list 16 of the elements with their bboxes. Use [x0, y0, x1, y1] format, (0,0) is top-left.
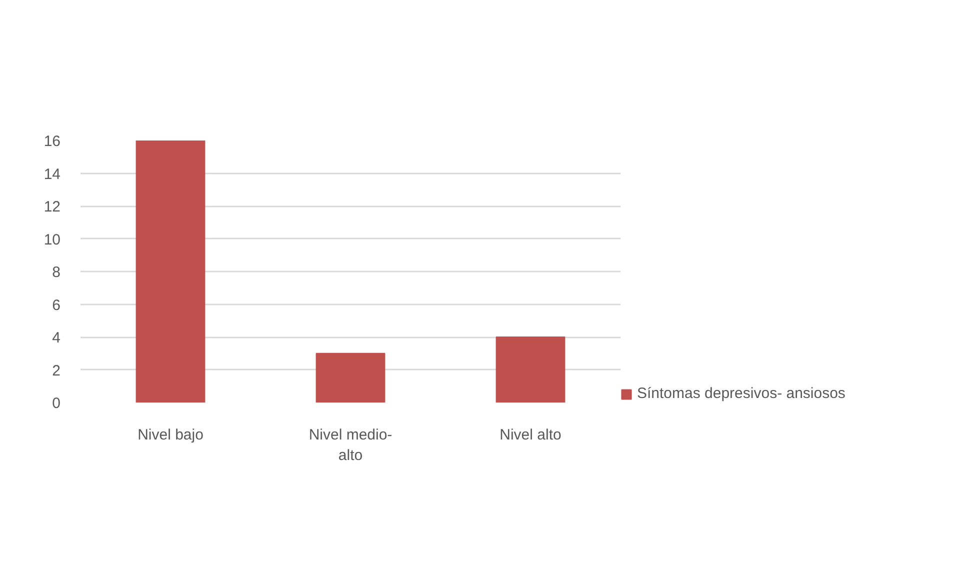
bar	[136, 140, 206, 402]
bar	[496, 336, 566, 402]
y-tick-label: 14	[44, 166, 61, 183]
y-tick-label: 16	[44, 133, 61, 150]
x-tick-label: Nivel medio-alto	[308, 426, 392, 464]
y-tick-label: 4	[52, 330, 60, 346]
y-tick-label: 2	[52, 362, 60, 380]
x-tick-label: Nivel alto	[500, 426, 562, 444]
y-tick-label: 12	[44, 198, 61, 216]
y-tick-label: 8	[52, 264, 60, 281]
legend-label: Síntomas depresivos- ansiosos	[637, 385, 846, 402]
bar	[316, 352, 386, 402]
y-tick-label: 6	[52, 296, 60, 314]
y-tick-label: 10	[44, 231, 61, 248]
y-tick-label: 0	[52, 395, 60, 412]
x-tick-label: Nivel bajo	[138, 426, 204, 444]
